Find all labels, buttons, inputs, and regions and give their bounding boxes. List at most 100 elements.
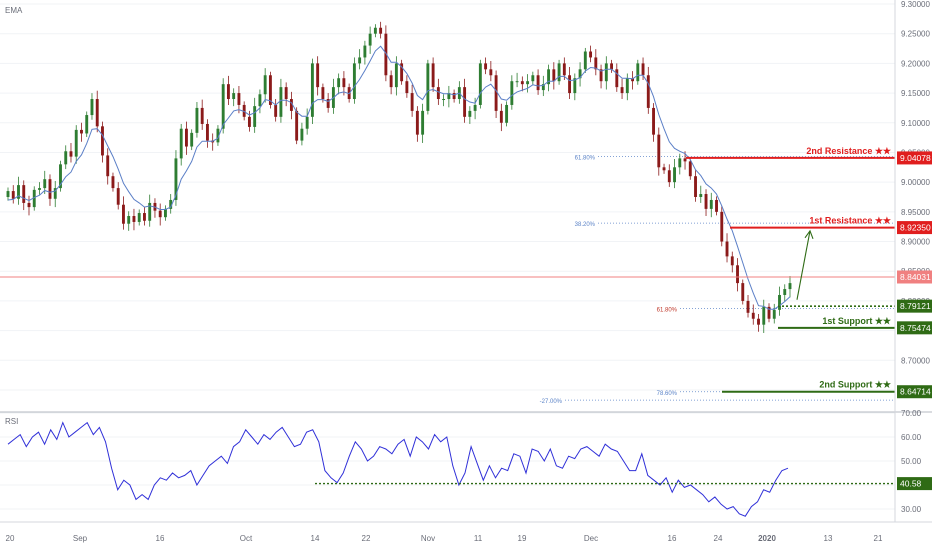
candle-body	[641, 63, 645, 76]
candle-body	[478, 63, 482, 105]
candle-body	[568, 75, 572, 94]
candle-body	[683, 158, 687, 162]
candle-body	[405, 81, 409, 94]
price-tick-label: 8.95000	[901, 208, 930, 217]
level-label-resistance: 2nd Resistance ★★	[806, 146, 892, 156]
candle-body	[394, 63, 398, 88]
candle-body	[74, 129, 78, 157]
candle-body	[59, 164, 62, 189]
candle-body	[578, 69, 582, 79]
price-badge-resistance-bg	[897, 221, 932, 235]
candle-body	[352, 63, 356, 100]
time-tick-label: 21	[874, 534, 883, 543]
candle-body	[589, 51, 593, 58]
projection-arrow-shaft	[796, 230, 811, 300]
candle-body	[279, 87, 283, 117]
candle-body	[709, 199, 713, 209]
rsi-line	[7, 421, 789, 517]
time-tick-label: 19	[518, 534, 527, 543]
candle-body	[531, 75, 535, 82]
price-badge-support-bg	[897, 321, 932, 335]
candle-body	[85, 115, 89, 134]
candle-body	[520, 81, 524, 85]
candle-body	[32, 189, 36, 208]
price-tick-label: 9.10000	[901, 119, 930, 128]
candle-body	[505, 104, 509, 123]
fib-label: 61.80%	[575, 156, 596, 162]
candle-body	[447, 93, 451, 100]
candle-body	[195, 107, 199, 133]
candle-body	[436, 87, 440, 100]
candle-body	[232, 93, 236, 100]
candle-body	[788, 283, 792, 290]
candle-body	[38, 188, 41, 190]
price-tick-label: 9.20000	[901, 59, 930, 68]
candle-body	[463, 87, 467, 117]
candle-body	[699, 194, 703, 197]
candle-body	[373, 27, 377, 34]
time-tick-label: 22	[362, 534, 371, 543]
time-tick-label: 13	[824, 534, 833, 543]
candle-body	[688, 161, 692, 177]
sr-levels: 2nd Resistance ★★ 1st Resistance ★★ 1st Su…	[686, 146, 895, 393]
candle-body	[164, 208, 167, 218]
candle-body	[237, 93, 241, 105]
candle-body	[268, 75, 272, 105]
candle-body	[53, 188, 57, 199]
candle-body	[101, 126, 104, 156]
candle-body	[421, 110, 425, 135]
price-badge-resistance: 8.92350	[900, 223, 931, 233]
candle-body	[43, 179, 47, 189]
candle-body	[221, 84, 225, 129]
candle-body	[205, 123, 209, 141]
rsi-tick-label: 70.00	[901, 409, 922, 418]
candle-body	[573, 78, 577, 94]
candle-body	[604, 63, 608, 82]
candle-body	[442, 99, 446, 101]
candle-body	[646, 75, 650, 108]
level-label-support: 2nd Support ★★	[819, 380, 892, 390]
candle-body	[90, 99, 94, 116]
time-tick-label: Sep	[73, 534, 88, 543]
time-tick-label: 2020	[758, 534, 776, 543]
candle-body	[305, 116, 309, 129]
candle-body	[363, 45, 367, 58]
price-tick-label: 9.00000	[901, 178, 930, 187]
projection-arrow	[796, 229, 814, 300]
candle-body	[69, 151, 73, 157]
candle-body	[143, 213, 146, 221]
candle-body	[547, 69, 551, 85]
candle-body	[557, 63, 561, 82]
candle-body	[80, 129, 83, 134]
rsi-level-badge: 40.58	[900, 479, 922, 489]
candle-body	[652, 107, 655, 135]
candle-body	[751, 312, 755, 319]
candle-body	[274, 104, 278, 117]
candle-body	[48, 179, 52, 199]
candle-body	[300, 128, 304, 141]
candle-body	[289, 99, 293, 111]
candle-body	[715, 199, 718, 212]
time-axis[interactable]: 20 Sep 16 Oct 14 22 Nov 11 19 Dec 16 24 2020 13 21	[6, 534, 883, 543]
candle-body	[158, 210, 162, 218]
candle-body	[410, 93, 414, 111]
candle-body	[526, 81, 530, 85]
candle-body	[368, 33, 372, 46]
current-price-badge: 8.84031	[900, 272, 931, 282]
time-tick-label: Oct	[240, 534, 253, 543]
candle-body	[258, 94, 262, 107]
candle-body	[631, 78, 634, 82]
candle-body	[667, 170, 671, 183]
candle-body	[541, 84, 545, 91]
price-axis[interactable]: 9.300009.250009.200009.150009.100009.050…	[901, 0, 930, 395]
candle-body	[662, 167, 666, 171]
candle-body	[762, 306, 766, 325]
price-badge-resistance: 9.04078	[900, 153, 931, 163]
candle-body	[95, 99, 99, 127]
candle-body	[247, 116, 251, 127]
candle-body	[594, 57, 598, 70]
projection-arrow-head	[804, 229, 814, 240]
candle-body	[599, 69, 603, 82]
